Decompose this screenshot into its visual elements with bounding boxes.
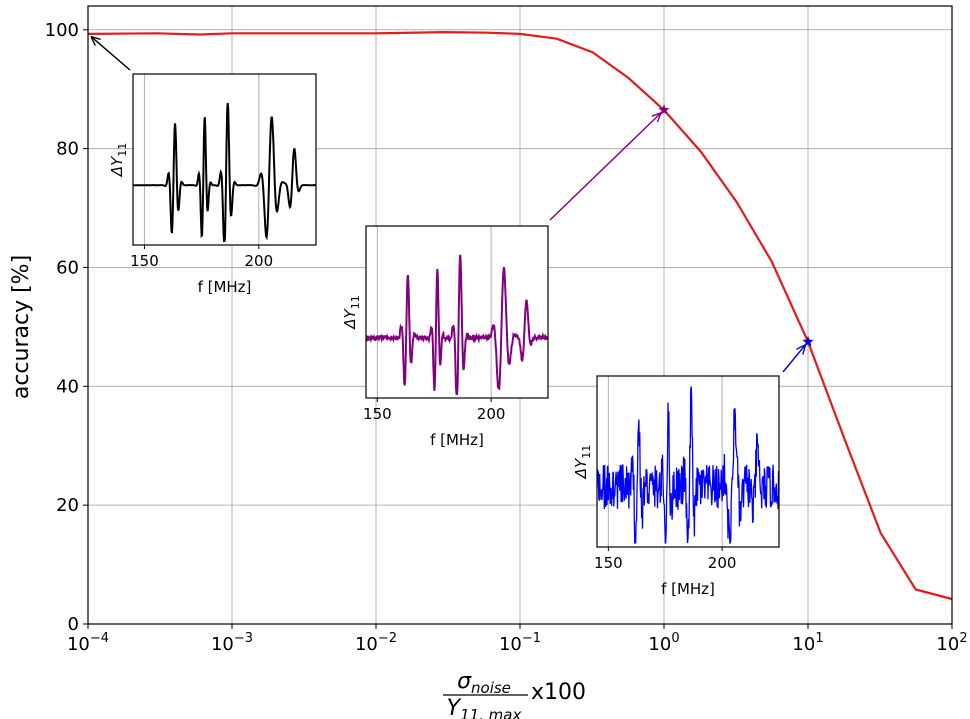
y-tick-label: 40 (56, 376, 79, 397)
insets-layer: 150 200 f [MHz] ΔY11 150 200 f [MHz] ΔY11 150 200… (108, 73, 780, 598)
x-label-denominator-symbol: Y (447, 696, 462, 719)
inset-y-axis-label: ΔY11 (341, 295, 362, 329)
x-tick-label: 10−3 (211, 631, 253, 655)
x-axis-label: σnoise Y11, max x100 (443, 669, 586, 719)
inset-x-axis-label: f [MHz] (430, 431, 484, 449)
svg-text:Y11, max: Y11, max (447, 696, 522, 719)
annotation-arrow-head (651, 112, 662, 117)
inset-x-tick-label: 150 (130, 252, 159, 270)
x-tick-label: 10−4 (67, 631, 109, 655)
x-tick-label: 101 (792, 631, 823, 655)
inset-x-tick-label: 150 (363, 405, 392, 423)
x-label-suffix: x100 (531, 680, 586, 705)
y-tick-label: 20 (56, 495, 79, 516)
x-tick-label: 10−2 (355, 631, 397, 655)
inset-y-axis-label: ΔY11 (108, 143, 129, 177)
main-ticks: 10−4 10−3 10−2 10−1 100 101 102 0 20 40 60 80 100 (45, 20, 968, 655)
inset-background (597, 376, 779, 547)
inset-frame (596, 375, 780, 548)
annotation-arrow-shaft (90, 36, 131, 71)
inset-y-axis-label: ΔY11 (572, 445, 593, 479)
x-tick-label: 100 (648, 631, 679, 655)
plot-frame (87, 5, 953, 625)
y-tick-label: 60 (56, 257, 79, 278)
annotation-arrow-shaft (549, 112, 662, 221)
y-tick-label: 80 (56, 139, 79, 160)
y-tick-label: 100 (45, 20, 79, 41)
y-tick-label: 0 (68, 614, 79, 635)
x-label-numerator-symbol: σ (457, 669, 472, 694)
inset-plot: 150 200 f [MHz] ΔY11 (341, 225, 549, 449)
y-axis-label: accuracy [%] (9, 255, 34, 399)
inset-plot: 150 200 f [MHz] ΔY11 (108, 73, 317, 296)
inset-signal-line (596, 386, 780, 544)
inset-frame (365, 225, 549, 399)
inset-signal-line (133, 102, 316, 242)
inset-plot: 150 200 f [MHz] ΔY11 (572, 375, 780, 598)
star-marker (802, 335, 814, 347)
annotation-arrow-head (90, 35, 101, 41)
x-label-numerator-subscript: noise (471, 679, 511, 697)
x-tick-label: 10−1 (499, 631, 541, 655)
main-series-layer (87, 30, 953, 601)
x-label-denominator-subscript: 11, max (460, 706, 521, 719)
inset-x-tick-label: 200 (477, 405, 506, 423)
annotation-arrow-shaft (782, 344, 806, 373)
annotation-arrow-head (656, 112, 662, 123)
inset-x-tick-label: 200 (708, 554, 737, 572)
annotation-arrows (90, 35, 807, 373)
svg-text:σnoise: σnoise (457, 669, 511, 697)
x-tick-label: 102 (936, 631, 967, 655)
inset-x-axis-label: f [MHz] (661, 580, 715, 598)
inset-x-tick-label: 150 (594, 554, 623, 572)
annotation-arrow-head (802, 344, 807, 355)
inset-x-axis-label: f [MHz] (198, 278, 252, 296)
annotation-arrow-head (796, 344, 806, 350)
accuracy-line (87, 30, 953, 601)
star-marker (658, 104, 670, 115)
inset-x-tick-label: 200 (244, 252, 273, 270)
annotation-arrow-head (90, 36, 96, 46)
inset-signal-line (365, 254, 549, 395)
inset-frame (132, 73, 317, 246)
